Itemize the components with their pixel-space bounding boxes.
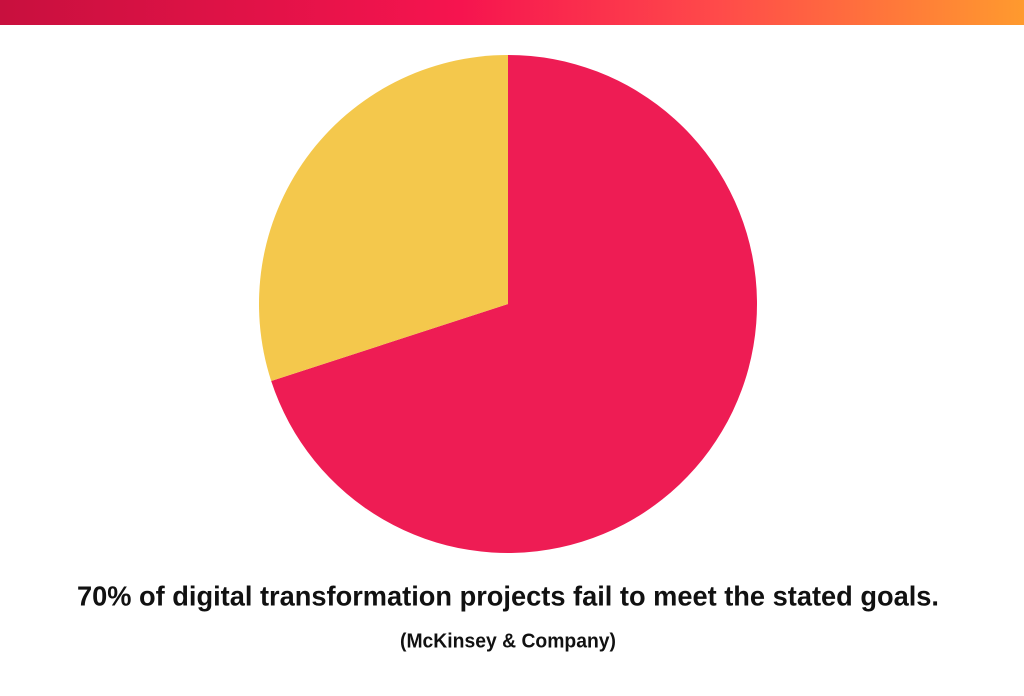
pie-slice — [259, 55, 508, 381]
chart-title: 70% of digital transformation projects f… — [77, 580, 939, 611]
pie — [259, 55, 757, 553]
pie-slice — [271, 55, 757, 553]
chart-subtitle: (McKinsey & Company) — [400, 630, 616, 652]
top-bar — [0, 0, 1024, 25]
